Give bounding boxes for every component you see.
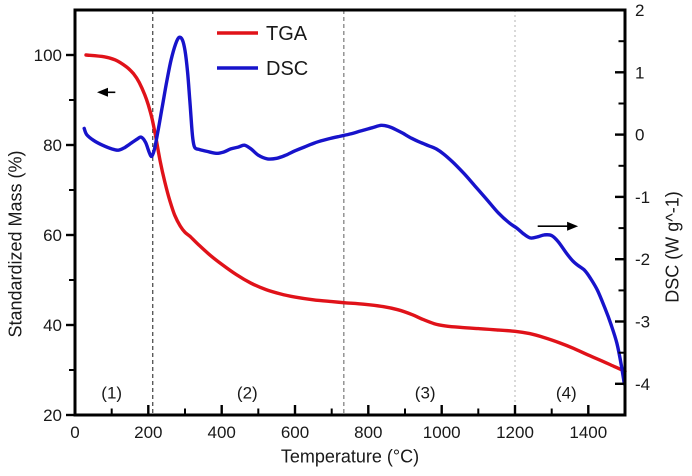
- legend-label-TGA: TGA: [266, 23, 308, 45]
- right-tick-label-2: 2: [635, 1, 644, 20]
- right-tick-label-1: 1: [635, 63, 644, 82]
- right-tick-label-0: 0: [635, 126, 644, 145]
- x-tick-label-800: 800: [354, 423, 382, 442]
- right-tick-label--2: -2: [635, 250, 650, 269]
- plot-frame: [73, 8, 627, 417]
- region-label-(4): (4): [556, 384, 577, 403]
- right-tick-label--4: -4: [635, 375, 650, 394]
- left-tick-label-80: 80: [43, 136, 62, 155]
- right-tick-label--3: -3: [635, 313, 650, 332]
- region-label-(3): (3): [415, 384, 436, 403]
- right-y-axis-title: DSC (W g^-1): [662, 191, 683, 303]
- legend-label-DSC: DSC: [266, 58, 308, 80]
- x-axis-title: Temperature (°C): [280, 446, 420, 467]
- x-tick-label-200: 200: [134, 423, 162, 442]
- tga-curve: [84, 53, 627, 373]
- right-axis-arrow: [537, 221, 579, 231]
- region-label-(1): (1): [101, 384, 122, 403]
- left-axis-ticks: 20 40 60 80 100: [34, 46, 76, 425]
- left-tick-label-20: 20: [43, 406, 62, 425]
- stage-region-labels: (1) (2) (3) (4): [101, 384, 576, 403]
- right-axis-ticks: 2 1 0 -1 -2 -3 -4: [615, 1, 650, 394]
- dsc-curve: [82, 35, 626, 386]
- region-label-(2): (2): [237, 384, 258, 403]
- left-tick-label-60: 60: [43, 226, 62, 245]
- x-tick-label-600: 600: [281, 423, 309, 442]
- tga-line: [84, 53, 627, 373]
- x-tick-label-1000: 1000: [423, 423, 461, 442]
- right-axis-arrow-head: [567, 221, 579, 231]
- x-tick-label-400: 400: [208, 423, 236, 442]
- left-tick-label-100: 100: [34, 46, 62, 65]
- legend: TGA DSC: [217, 23, 308, 80]
- left-axis-arrow: [97, 87, 116, 97]
- x-tick-label-0: 0: [70, 423, 79, 442]
- dsc-line: [82, 35, 626, 386]
- left-y-axis-title: Standardized Mass (%): [5, 150, 26, 338]
- x-tick-label-1400: 1400: [569, 423, 607, 442]
- right-tick-label--1: -1: [635, 188, 650, 207]
- left-axis-arrow-head: [97, 87, 108, 97]
- x-axis-ticks: 0 200 400 600 800 1000 1200 1400: [70, 405, 607, 442]
- x-tick-label-1200: 1200: [496, 423, 534, 442]
- left-tick-label-40: 40: [43, 316, 62, 335]
